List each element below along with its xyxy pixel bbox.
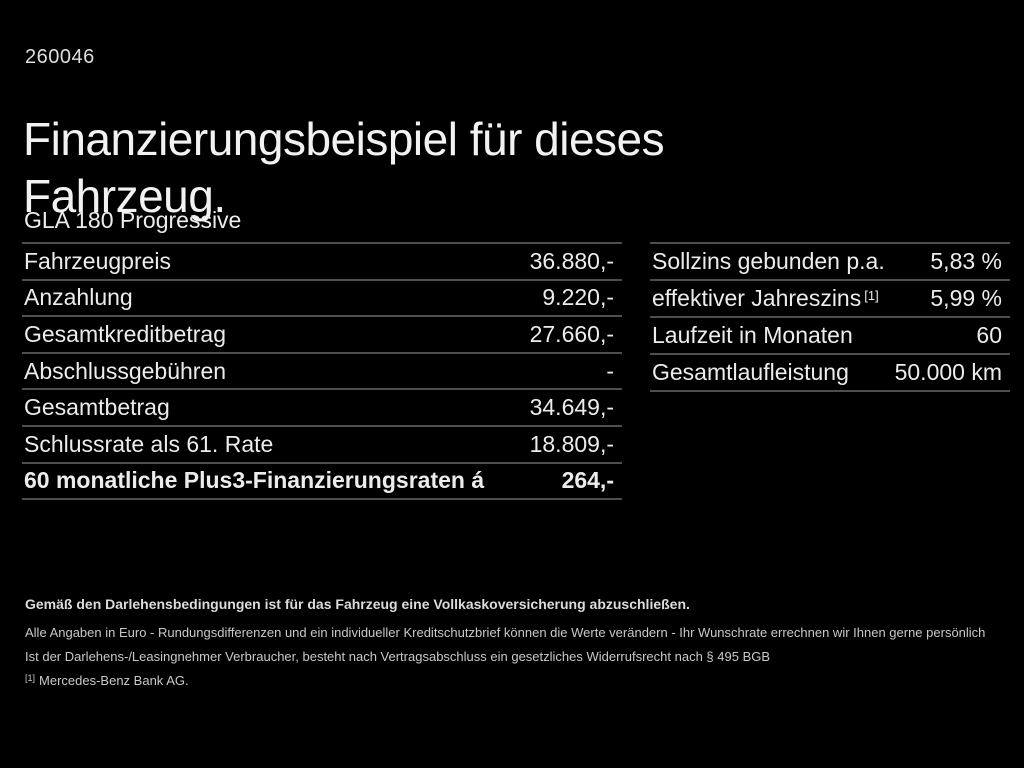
row-label: Sollzins gebunden p.a. — [652, 248, 885, 274]
legal-footer: Gemäß den Darlehensbedingungen ist für d… — [25, 596, 1000, 688]
row-label: Abschlussgebühren — [24, 357, 227, 384]
vehicle-model: GLA 180 Progressive — [24, 207, 242, 233]
row-value: 27.660,- — [529, 320, 614, 347]
page-title-line1: Finanzierungsbeispiel für dieses — [23, 112, 665, 165]
row-value: 9.220,- — [542, 284, 614, 311]
row-label: Fahrzeugpreis — [24, 247, 172, 274]
footnote-text: Mercedes-Benz Bank AG. — [39, 673, 189, 688]
table-row-monatsrate: 60 monatliche Plus3-Finanzierungsraten á… — [22, 461, 622, 499]
row-value: 50.000 km — [894, 359, 1002, 385]
table-row-sollzins: Sollzins gebunden p.a. 5,83 % — [650, 242, 1010, 279]
footnote-reference: [1] — [864, 288, 879, 303]
table-row-effektiver-jahreszins: effektiver Jahreszins [1] 5,99 % — [650, 279, 1010, 316]
page-title-line2: Fahrzeug. — [23, 169, 226, 222]
row-value: 264,- — [561, 467, 614, 494]
row-label: Gesamtkreditbetrag — [24, 320, 226, 347]
financing-table: Fahrzeugpreis 36.880,- Anzahlung 9.220,-… — [22, 242, 622, 501]
row-value: 5,99 % — [930, 285, 1002, 311]
row-value: 60 — [976, 322, 1002, 348]
row-label: Anzahlung — [24, 284, 133, 311]
footnote-bank: [1] Mercedes-Benz Bank AG. — [25, 673, 1000, 688]
table-row-gesamtkreditbetrag: Gesamtkreditbetrag 27.660,- — [22, 315, 622, 352]
table-row-gesamtbetrag: Gesamtbetrag 34.649,- — [22, 388, 622, 425]
row-value: 34.649,- — [529, 394, 614, 421]
row-label: effektiver Jahreszins [1] — [652, 285, 879, 311]
row-value: - — [606, 357, 614, 384]
table-row-gesamtlaufleistung: Gesamtlaufleistung 50.000 km — [650, 353, 1010, 390]
row-label: 60 monatliche Plus3-Finanzierungsraten á — [24, 467, 485, 494]
row-label: Gesamtbetrag — [24, 394, 170, 421]
insurance-notice: Gemäß den Darlehensbedingungen ist für d… — [25, 596, 690, 612]
row-label: Schlussrate als 61. Rate — [24, 430, 274, 457]
page-title: Finanzierungsbeispiel für dieses Fahrzeu… — [23, 111, 665, 225]
conditions-table: Sollzins gebunden p.a. 5,83 % effektiver… — [650, 242, 1010, 392]
footnote-marker: [1] — [25, 673, 36, 683]
document-number: 260046 — [25, 46, 95, 68]
disclaimer-widerrufsrecht: Ist der Darlehens-/Leasingnehmer Verbrau… — [25, 649, 771, 664]
disclaimer-euro: Alle Angaben in Euro - Rundungsdifferenz… — [25, 625, 986, 640]
row-value: 18.809,- — [529, 430, 614, 457]
table-row-schlussrate: Schlussrate als 61. Rate 18.809,- — [22, 424, 622, 462]
table-row-laufzeit: Laufzeit in Monaten 60 — [650, 316, 1010, 353]
row-value: 36.880,- — [529, 247, 614, 274]
row-label: Gesamtlaufleistung — [652, 359, 849, 385]
row-value: 5,83 % — [930, 248, 1002, 274]
table-row-fahrzeugpreis: Fahrzeugpreis 36.880,- — [22, 242, 622, 279]
table-row-abschlussgebuehren: Abschlussgebühren - — [22, 351, 622, 389]
row-label: Laufzeit in Monaten — [652, 322, 853, 348]
table-row-anzahlung: Anzahlung 9.220,- — [22, 278, 622, 316]
